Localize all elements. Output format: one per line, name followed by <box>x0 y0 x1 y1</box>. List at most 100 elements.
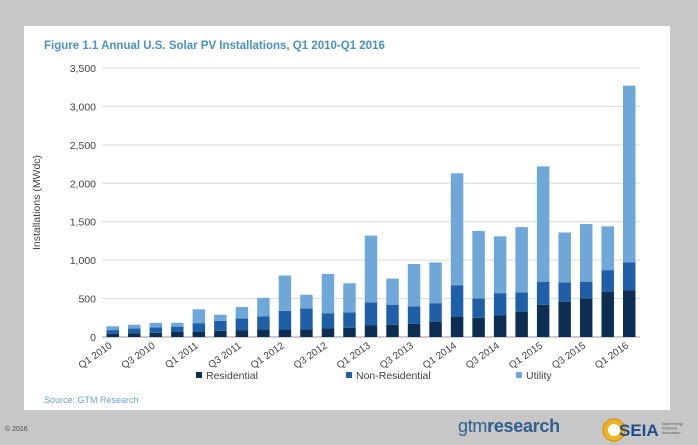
bar-residential <box>515 311 528 337</box>
bar-non-residential <box>128 328 141 334</box>
x-tick-label: Q1 2016 <box>593 340 631 371</box>
gtm-logo-bold: research <box>487 416 560 436</box>
bar-residential <box>171 332 184 337</box>
x-tick-label: Q1 2010 <box>77 340 115 371</box>
chart-panel: Figure 1.1 Annual U.S. Solar PV Installa… <box>24 26 670 410</box>
bar-residential <box>429 321 442 337</box>
bar-non-residential <box>364 302 378 326</box>
stacked-bar-chart: 0 500 1,000 1,500 2,000 2,500 3,000 3,500 Instal… <box>31 63 640 382</box>
bar-residential <box>149 332 163 337</box>
x-tick-label: Q1 2012 <box>249 340 287 371</box>
bar-residential <box>579 298 593 337</box>
bar-residential <box>536 304 550 337</box>
bar-non-residential <box>558 282 571 302</box>
seia-tagline: Solar Energy Industries Association <box>662 422 683 435</box>
bar-utility <box>472 230 485 299</box>
bar-residential <box>192 331 206 337</box>
bar-non-residential <box>515 292 528 312</box>
bar-utility <box>235 307 249 319</box>
bar-non-residential <box>235 318 249 331</box>
bar-residential <box>601 291 614 337</box>
y-tick-label: 2,000 <box>70 178 96 190</box>
copyright-text: © 2016 <box>5 426 28 433</box>
x-tick-label: Q3 2010 <box>120 340 158 371</box>
bar-non-residential <box>192 323 206 332</box>
y-tick-label: 500 <box>78 294 96 306</box>
bar-residential <box>214 330 227 337</box>
bar-utility <box>386 278 399 305</box>
x-tick-label: Q3 2014 <box>464 340 502 371</box>
bar-utility <box>450 173 464 286</box>
bar-non-residential <box>450 285 464 318</box>
y-axis-label: Installations (MWdc) <box>31 155 43 250</box>
bar-utility <box>343 283 356 313</box>
bar-utility <box>536 166 550 282</box>
gtm-research-logo: gtmresearch <box>458 416 560 437</box>
bar-utility <box>192 309 206 324</box>
y-tick-label: 1,500 <box>70 217 96 229</box>
legend-swatch <box>346 372 352 378</box>
bar-utility <box>558 232 571 283</box>
bar-utility <box>300 294 313 309</box>
bar-utility <box>493 236 507 294</box>
bar-utility <box>321 273 335 314</box>
bar-non-residential <box>343 312 356 328</box>
bar-non-residential <box>171 326 184 333</box>
bar-utility <box>364 235 378 303</box>
bar-residential <box>106 333 120 337</box>
bar-residential <box>493 315 507 337</box>
y-tick-label: 3,500 <box>70 63 96 75</box>
bar-non-residential <box>257 316 270 330</box>
legend-swatch <box>196 372 202 378</box>
bar-residential <box>407 323 421 337</box>
bar-utility <box>257 297 270 317</box>
bar-utility <box>128 324 141 329</box>
x-tick-label: Q1 2014 <box>421 340 459 371</box>
bar-residential <box>343 327 356 337</box>
chart-title: Figure 1.1 Annual U.S. Solar PV Installa… <box>44 40 385 52</box>
bar-utility <box>149 322 163 328</box>
seia-logo-text: SEIA <box>619 421 659 440</box>
bar-utility <box>601 226 614 271</box>
bar-non-residential <box>321 313 335 329</box>
bar-residential <box>450 317 464 337</box>
bar-residential <box>558 301 571 337</box>
legend-label: Residential <box>206 370 258 382</box>
x-tick-label: Q3 2013 <box>378 340 416 371</box>
y-tick-label: 2,500 <box>70 140 96 152</box>
bar-non-residential <box>579 281 593 299</box>
bar-utility <box>171 322 184 327</box>
x-tick-label: Q3 2011 <box>206 340 243 371</box>
bar-utility <box>214 314 227 321</box>
bar-non-residential <box>536 281 550 305</box>
bar-non-residential <box>214 320 227 331</box>
bar-utility <box>429 262 442 304</box>
gtm-logo-light: gtm <box>458 416 488 436</box>
bar-non-residential <box>407 306 421 324</box>
bar-non-residential <box>300 308 313 330</box>
bar-residential <box>472 317 485 337</box>
bar-non-residential <box>493 293 507 316</box>
bar-non-residential <box>601 270 614 292</box>
bar-utility <box>278 275 292 311</box>
bar-non-residential <box>622 262 636 291</box>
bar-utility <box>515 227 528 293</box>
y-tick-label: 1,000 <box>70 255 96 267</box>
bar-residential <box>386 324 399 337</box>
bar-residential <box>235 330 249 337</box>
bar-non-residential <box>429 303 442 322</box>
bar-utility <box>579 224 593 282</box>
bar-utility <box>622 85 636 263</box>
x-tick-label: Q1 2011 <box>163 340 200 371</box>
bar-residential <box>278 329 292 337</box>
bar-non-residential <box>278 310 292 330</box>
y-tick-label: 3,000 <box>70 101 96 113</box>
bar-residential <box>257 329 270 337</box>
bar-utility <box>106 326 120 331</box>
bar-residential <box>321 328 335 337</box>
legend-label: Non-Residential <box>356 370 431 382</box>
x-tick-label: Q3 2015 <box>550 340 588 371</box>
source-note: Source: GTM Research <box>44 395 139 405</box>
y-tick-label: 0 <box>90 332 96 344</box>
x-tick-label: Q1 2013 <box>335 340 373 371</box>
